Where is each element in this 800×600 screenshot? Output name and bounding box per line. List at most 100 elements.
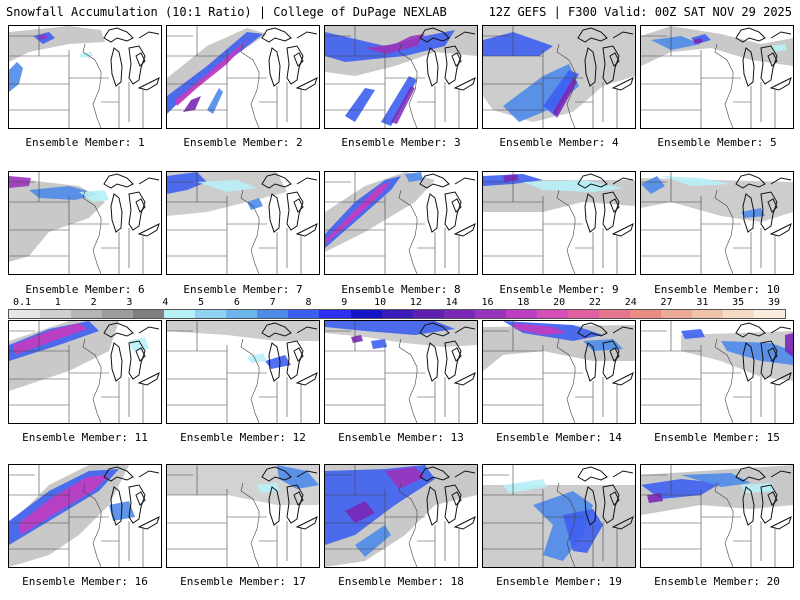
snowfall-map-19: [483, 465, 635, 567]
colorbar-swatch: [754, 310, 786, 318]
snowfall-map-7: [167, 172, 318, 274]
colorbar-swatch: [474, 310, 506, 318]
snowfall-colorbar: [8, 309, 786, 319]
ensemble-member-4-map: [482, 25, 636, 129]
snow-shading-17-2: [277, 465, 319, 489]
snow-shading-6-1: [9, 178, 105, 262]
colorbar-label: 0.1: [12, 297, 32, 308]
snow-shading-10-3: [661, 176, 731, 186]
snowfall-map-9: [483, 172, 635, 274]
colorbar-label: 14: [445, 297, 458, 308]
snow-shading-2-5: [207, 88, 223, 114]
colorbar-label: 1: [54, 297, 61, 308]
colorbar-swatch: [133, 310, 165, 318]
colorbar-label: 24: [624, 297, 637, 308]
ensemble-member-13-map: [324, 320, 478, 424]
ensemble-member-16-map: [8, 464, 162, 568]
colorbar-label: 18: [517, 297, 530, 308]
snow-shading-11-4: [129, 337, 149, 351]
colorbar-label: 5: [198, 297, 205, 308]
ensemble-member-label: Ensemble Member: 1: [25, 136, 145, 149]
snow-shading-14-3: [513, 323, 567, 335]
ensemble-member-14-map: [482, 320, 636, 424]
ensemble-member-label: Ensemble Member: 18: [338, 575, 464, 588]
ensemble-member-19-map: [482, 464, 636, 568]
colorbar-swatch: [629, 310, 661, 318]
colorbar-swatch: [692, 310, 724, 318]
snow-shading-17-3: [257, 483, 279, 493]
colorbar-label: 4: [162, 297, 169, 308]
ensemble-member-label: Ensemble Member: 3: [341, 136, 461, 149]
snow-shading-18-3: [385, 467, 425, 489]
header: Snowfall Accumulation (10:1 Ratio) | Col…: [0, 0, 800, 22]
snow-shading-10-4: [741, 208, 765, 218]
snow-shading-19-2: [533, 491, 593, 561]
snow-shading-1-4: [39, 34, 47, 40]
ensemble-member-3-map: [324, 25, 478, 129]
ensemble-member-15-map: [640, 320, 794, 424]
colorbar-label: 27: [660, 297, 673, 308]
colorbar-swatch: [660, 310, 693, 318]
ensemble-member-9-map: [482, 171, 636, 275]
snow-shading-5-5: [771, 44, 787, 52]
snow-shading-16-3: [19, 475, 109, 535]
ensemble-member-label: Ensemble Member: 5: [657, 136, 777, 149]
snowfall-map-5: [641, 26, 793, 128]
ensemble-member-8-map: [324, 171, 478, 275]
snow-shading-12-2: [265, 355, 291, 369]
snow-shading-1-1: [9, 26, 105, 62]
snow-shading-3-5: [381, 76, 417, 126]
ensemble-member-label: Ensemble Member: 10: [654, 283, 780, 296]
snow-shading-20-4: [681, 473, 751, 487]
snow-shading-2-4: [183, 96, 201, 112]
snowfall-map-8: [325, 172, 476, 274]
snowfall-map-18: [325, 465, 477, 567]
snow-shading-3-6: [391, 86, 415, 124]
snow-shading-3-3: [365, 34, 425, 54]
colorbar-swatch: [195, 310, 227, 318]
snow-shading-15-4: [785, 333, 793, 357]
ensemble-member-label: Ensemble Member: 9: [499, 283, 619, 296]
colorbar-label: 2: [90, 297, 97, 308]
colorbar-swatch: [505, 310, 537, 318]
snow-shading-5-4: [693, 38, 703, 44]
snow-shading-9-3: [503, 174, 519, 182]
colorbar-label: 8: [305, 297, 312, 308]
colorbar-swatch: [723, 310, 755, 318]
colorbar-swatch: [40, 310, 72, 318]
colorbar-swatch: [9, 310, 41, 318]
ensemble-member-10-map: [640, 171, 794, 275]
colorbar-swatch: [226, 310, 258, 318]
ensemble-member-label: Ensemble Member: 12: [180, 431, 306, 444]
ensemble-member-label: Ensemble Member: 16: [22, 575, 148, 588]
snowfall-map-17: [167, 465, 319, 567]
colorbar-swatch: [567, 310, 599, 318]
snowfall-map-10: [641, 172, 793, 274]
ensemble-member-label: Ensemble Member: 4: [499, 136, 619, 149]
snow-shading-7-4: [247, 198, 263, 210]
snow-shading-18-4: [345, 501, 375, 523]
ensemble-member-12-map: [166, 320, 320, 424]
colorbar-swatch: [288, 310, 320, 318]
snow-shading-8-4: [405, 172, 423, 182]
map-title: Snowfall Accumulation (10:1 Ratio) | Col…: [6, 5, 447, 19]
ensemble-member-2-map: [166, 25, 320, 129]
snow-shading-8-1: [325, 172, 435, 252]
snow-shading-1-2: [9, 62, 23, 92]
colorbar-label: 20: [553, 297, 566, 308]
ensemble-member-11-map: [8, 320, 162, 424]
snow-shading-6-3: [29, 186, 99, 200]
snow-shading-12-1: [167, 321, 319, 341]
snowfall-map-11: [9, 321, 160, 423]
colorbar-label: 39: [767, 297, 781, 308]
snow-shading-4-2: [483, 32, 553, 56]
snowfall-map-13: [325, 321, 477, 423]
colorbar-swatch: [536, 310, 568, 318]
ensemble-member-5-map: [640, 25, 794, 129]
snowfall-map-15: [641, 321, 793, 423]
colorbar-label: 7: [269, 297, 276, 308]
ensemble-member-label: Ensemble Member: 6: [25, 283, 145, 296]
snow-shading-20-1: [641, 465, 793, 515]
colorbar-label: 10: [374, 297, 387, 308]
ensemble-member-label: Ensemble Member: 19: [496, 575, 622, 588]
